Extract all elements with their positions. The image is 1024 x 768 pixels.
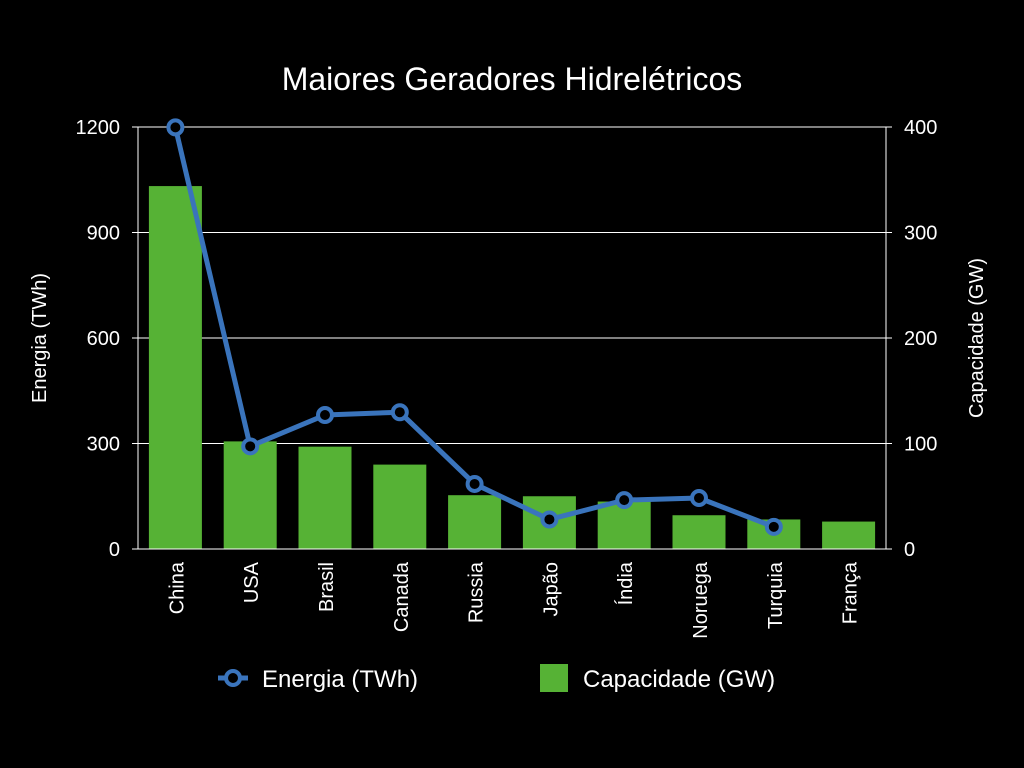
capacity-bar <box>373 464 427 549</box>
legend-line-marker <box>224 669 242 687</box>
left-tick-label: 0 <box>109 539 120 561</box>
right-axis-title: Capacidade (GW) <box>966 258 988 418</box>
line-series <box>166 118 783 536</box>
left-tick-label: 900 <box>87 223 120 245</box>
category-label: Brasil <box>316 562 338 612</box>
legend-bar-swatch <box>540 664 568 692</box>
left-tick-label: 1200 <box>76 117 121 139</box>
chart-title: Maiores Geradores Hidrelétricos <box>282 61 743 97</box>
axes: 0 0 300 100 600 200 900 300 1200 400 Energia (TWh)… <box>29 117 988 561</box>
right-tick-label: 0 <box>904 539 915 561</box>
capacity-bar <box>223 441 277 549</box>
energy-point <box>465 474 484 493</box>
capacity-bar <box>298 446 352 549</box>
right-tick-label: 300 <box>904 223 937 245</box>
right-tick-label: 100 <box>904 434 937 456</box>
energy-point <box>241 437 260 456</box>
energy-point <box>615 491 634 510</box>
left-tick-label: 300 <box>87 434 120 456</box>
capacity-bar <box>148 186 202 549</box>
bar-series <box>148 186 876 549</box>
right-tick-label: 200 <box>904 328 937 350</box>
category-label: China <box>166 561 188 614</box>
capacity-bar <box>822 521 876 549</box>
capacity-bar <box>597 501 651 549</box>
capacity-bar <box>672 515 726 549</box>
legend-label-capacity: Capacidade (GW) <box>583 666 775 693</box>
left-tick-label: 600 <box>87 328 120 350</box>
grid-lines <box>138 126 886 444</box>
category-label: USA <box>241 561 263 603</box>
category-labels: China USA Brasil Canada Russia Japão Índia Noru… <box>166 561 861 639</box>
category-label: Russia <box>466 561 488 623</box>
category-label: França <box>840 561 862 624</box>
category-label: Noruega <box>690 561 712 639</box>
legend: Energia (TWh) Capacidade (GW) <box>218 664 775 693</box>
energy-point <box>390 403 409 422</box>
left-axis-title: Energia (TWh) <box>29 273 51 403</box>
energy-point <box>316 406 334 425</box>
energy-point <box>166 118 185 137</box>
right-tick-label: 400 <box>904 117 937 139</box>
energy-point <box>764 517 783 536</box>
energy-point <box>540 510 559 529</box>
capacity-bar <box>448 495 502 549</box>
category-label: Canada <box>391 561 413 632</box>
energy-point <box>690 489 708 508</box>
category-label: Índia <box>614 561 637 605</box>
category-label: Turquia <box>765 561 787 629</box>
category-label: Japão <box>540 562 562 617</box>
legend-label-energy: Energia (TWh) <box>262 666 418 693</box>
